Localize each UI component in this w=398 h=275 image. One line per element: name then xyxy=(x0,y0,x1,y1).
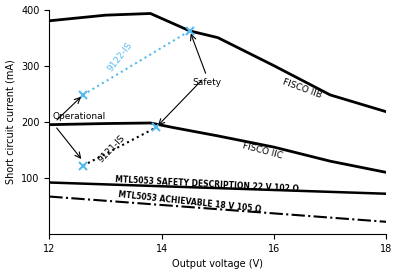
Text: MTL5053 ACHIEVABLE 18 V 105 Ω: MTL5053 ACHIEVABLE 18 V 105 Ω xyxy=(118,189,262,214)
X-axis label: Output voltage (V): Output voltage (V) xyxy=(172,259,263,270)
Text: 9121-IS: 9121-IS xyxy=(96,133,126,164)
Text: FISCO IIB: FISCO IIB xyxy=(281,77,323,99)
Text: Safety: Safety xyxy=(192,78,221,87)
Text: 9122-IS: 9122-IS xyxy=(105,41,134,74)
Text: Operational: Operational xyxy=(52,112,105,121)
Text: FISCO IIC: FISCO IIC xyxy=(242,141,284,161)
Text: MTL5053 SAFETY DESCRIPTION 22 V 102 Ω: MTL5053 SAFETY DESCRIPTION 22 V 102 Ω xyxy=(115,175,299,194)
Y-axis label: Short circuit current (mA): Short circuit current (mA) xyxy=(6,59,16,184)
